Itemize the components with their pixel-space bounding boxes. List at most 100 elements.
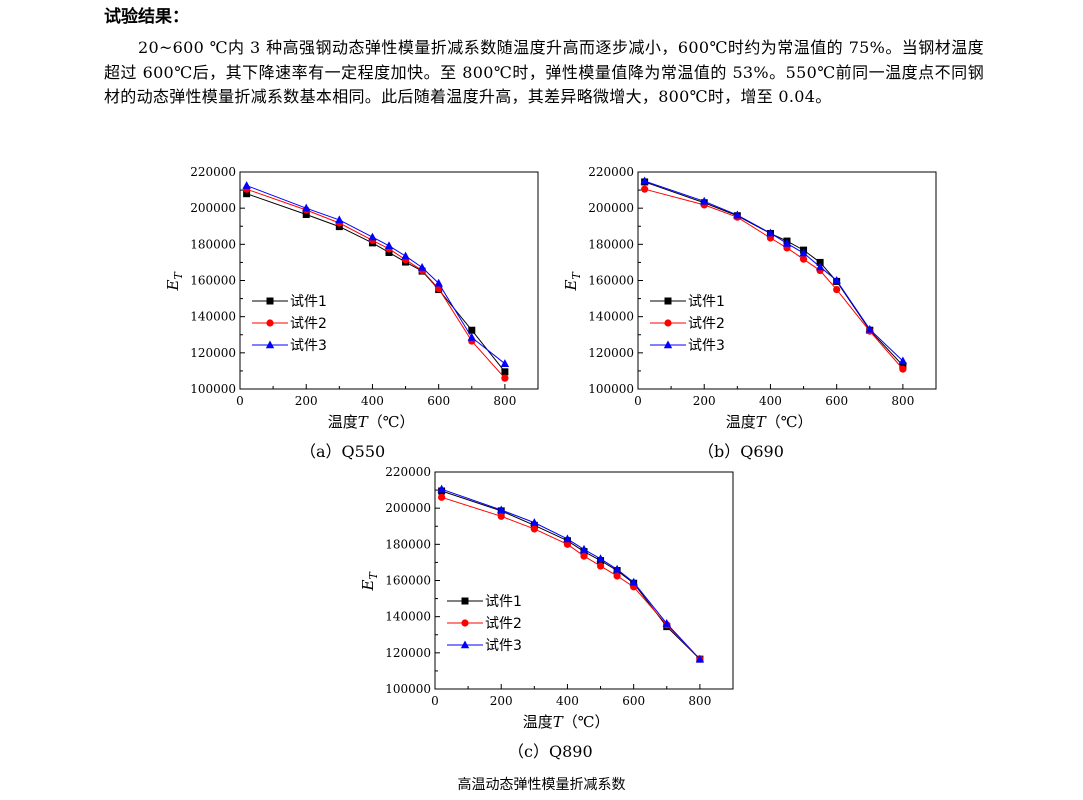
y-tick-label: 140000 (588, 310, 634, 324)
data-point (612, 564, 622, 573)
y-tick-label: 100000 (385, 682, 431, 696)
data-point (733, 210, 742, 219)
data-point (302, 203, 311, 212)
data-point (497, 512, 505, 520)
data-point (243, 190, 251, 198)
series-2 (438, 493, 704, 663)
series-1 (641, 178, 907, 369)
data-point (898, 356, 908, 365)
y-tick-label: 200000 (588, 201, 634, 215)
data-point (530, 525, 538, 533)
series-1 (438, 487, 704, 663)
legend-label: 试件2 (485, 616, 522, 632)
y-tick-label: 120000 (588, 346, 634, 360)
data-point (833, 285, 841, 294)
data-point (700, 196, 709, 205)
y-tick-label: 120000 (190, 346, 236, 360)
data-point (799, 255, 808, 263)
legend-label: 试件1 (485, 594, 522, 610)
plot-frame (239, 171, 539, 390)
data-point (579, 544, 589, 553)
x-tick-label: 200 (295, 394, 318, 408)
y-tick-label: 200000 (385, 501, 431, 515)
data-point (629, 577, 638, 586)
x-axis-label: 温度T（℃） (726, 413, 813, 431)
y-axis-label: ET (359, 571, 380, 592)
y-tick-label: 100000 (588, 382, 634, 396)
data-point (434, 278, 443, 287)
y-axis-label: ET (562, 271, 583, 292)
legend: 试件1 试件2 试件3 (650, 294, 725, 354)
series-3 (242, 181, 510, 367)
caption-q550: （a）Q550 (300, 442, 386, 461)
x-tick-label: 0 (431, 694, 439, 708)
y-tick-label: 140000 (385, 610, 431, 624)
x-tick-label: 400 (556, 694, 579, 708)
data-point (335, 215, 344, 224)
data-point (899, 365, 907, 373)
data-point (832, 276, 841, 284)
data-point (438, 493, 446, 501)
x-tick-label: 400 (361, 394, 384, 408)
y-tick-label: 180000 (385, 537, 431, 551)
figure-caption: 高温动态弹性模量折减系数 (457, 777, 626, 793)
series-line (644, 180, 904, 362)
x-tick-label: 800 (493, 394, 516, 408)
x-tick-label: 800 (688, 694, 711, 708)
x-tick-label: 600 (622, 694, 645, 708)
data-point (899, 361, 907, 369)
x-tick-label: 200 (693, 394, 716, 408)
y-tick-label: 160000 (385, 574, 431, 588)
data-point (695, 654, 705, 663)
data-point (530, 518, 539, 526)
series-line (644, 181, 904, 366)
y-tick-label: 140000 (190, 310, 236, 324)
data-point (467, 332, 476, 341)
y-tick-label: 120000 (385, 646, 431, 660)
legend-label: 试件3 (290, 338, 327, 354)
series-line (441, 496, 701, 660)
data-point (497, 505, 506, 514)
data-point (302, 210, 310, 218)
data-point (501, 374, 509, 382)
legend-marker (664, 319, 672, 327)
y-tick-label: 160000 (588, 274, 634, 288)
data-point (596, 562, 605, 570)
data-point (640, 176, 649, 185)
data-point (242, 181, 251, 189)
series-line (246, 188, 506, 379)
series-line (246, 185, 506, 365)
data-point (815, 262, 825, 271)
legend-marker (461, 597, 469, 605)
data-point (563, 534, 572, 543)
y-tick-label: 220000 (588, 165, 634, 179)
legend-label: 试件3 (688, 338, 725, 354)
legend-label: 试件3 (485, 638, 522, 654)
series-line (441, 488, 701, 660)
series-2 (243, 185, 509, 382)
caption-q690: （b）Q690 (698, 442, 784, 461)
legend-label: 试件1 (290, 294, 327, 310)
data-point (596, 554, 605, 563)
chart-q690: 100000 120000 140000 160000 180000 200000 2200… (562, 165, 937, 431)
x-tick-label: 200 (490, 694, 513, 708)
section-heading: 试验结果： (104, 7, 189, 27)
series-line (644, 188, 904, 370)
data-point (368, 232, 377, 241)
legend-marker (266, 297, 274, 305)
data-point (563, 540, 572, 548)
caption-q890: （c）Q890 (508, 742, 593, 761)
data-point (500, 359, 510, 367)
data-point (385, 248, 393, 256)
legend-marker (266, 319, 274, 327)
y-tick-label: 200000 (190, 201, 236, 215)
y-tick-label: 180000 (588, 237, 634, 251)
series-3 (437, 484, 705, 663)
data-point (335, 223, 343, 231)
data-point (613, 572, 621, 580)
x-axis-label: 温度T（℃） (328, 413, 415, 431)
x-tick-label: 600 (427, 394, 450, 408)
data-point (384, 241, 394, 250)
y-tick-label: 220000 (190, 165, 236, 179)
data-point (641, 185, 649, 193)
